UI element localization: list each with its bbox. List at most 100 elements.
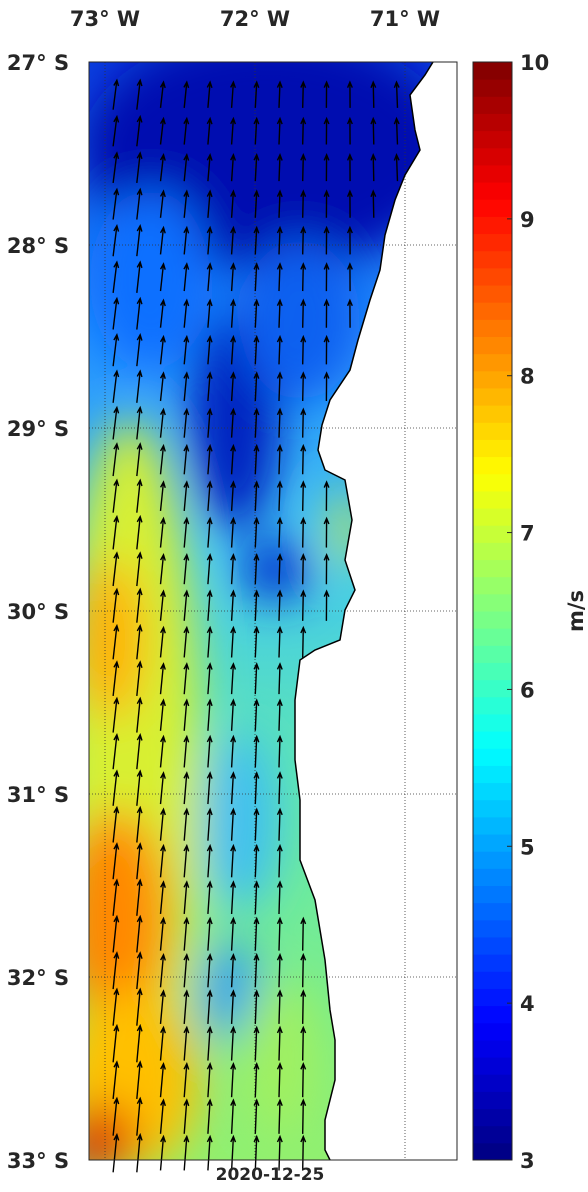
- wind-arrow: [183, 843, 190, 878]
- wind-arrow: [323, 262, 330, 292]
- wind-arrow: [183, 553, 190, 585]
- colorbar-step: [473, 1074, 512, 1092]
- wind-arrow: [276, 371, 283, 402]
- wind-arrow: [136, 805, 143, 843]
- wind-arrow: [136, 78, 143, 110]
- wind-arrow: [276, 116, 283, 145]
- wind-arrow: [159, 916, 166, 951]
- colorbar-step: [473, 439, 512, 458]
- wind-arrow: [136, 1023, 143, 1063]
- wind-arrow: [276, 1062, 283, 1098]
- wind-arrow: [276, 989, 283, 1024]
- wind-arrow: [393, 80, 400, 108]
- colorbar-step: [473, 851, 512, 869]
- wind-arrow: [323, 552, 330, 585]
- colorbar-step: [473, 696, 512, 715]
- wind-arrow: [253, 443, 260, 475]
- wind-arrow: [230, 516, 237, 548]
- lat-label: 31° S: [7, 783, 69, 807]
- colorbar-step: [473, 559, 512, 578]
- colorbar-step: [473, 336, 512, 355]
- wind-arrow: [276, 916, 283, 951]
- colorbar-tick-label: 3: [520, 1149, 535, 1173]
- wind-arrow: [183, 298, 190, 328]
- wind-arrow: [136, 842, 143, 880]
- wind-arrow: [159, 1062, 166, 1098]
- wind-arrow: [136, 1060, 143, 1100]
- colorbar-step: [473, 250, 512, 269]
- wind-arrow: [183, 262, 190, 292]
- wind-arrow: [276, 880, 283, 915]
- wind-arrow: [112, 769, 120, 806]
- wind-arrow: [112, 114, 120, 147]
- wind-arrow: [253, 189, 260, 218]
- wind-arrow: [159, 116, 166, 145]
- colorbar-step: [473, 508, 512, 526]
- wind-arrow: [136, 769, 143, 806]
- wind-arrow: [112, 660, 120, 697]
- colorbar-step: [473, 988, 512, 1007]
- wind-arrow: [112, 951, 120, 990]
- colorbar-step: [473, 782, 512, 801]
- colorbar-step: [473, 868, 512, 886]
- wind-arrow: [253, 480, 260, 511]
- colorbar-step: [473, 645, 512, 663]
- wind-arrow: [230, 698, 237, 731]
- wind-arrow: [159, 880, 166, 915]
- wind-arrow: [300, 153, 307, 182]
- wind-arrow: [230, 225, 237, 255]
- wind-arrow: [159, 334, 166, 365]
- wind-arrow: [206, 407, 213, 438]
- wind-arrow: [159, 589, 166, 621]
- wind-arrow: [136, 478, 143, 513]
- colorbar-step: [473, 182, 512, 200]
- wind-arrow: [230, 1062, 237, 1098]
- colorbar-label: m/s: [564, 590, 588, 632]
- colorbar-step: [473, 765, 512, 784]
- wind-arrow: [206, 225, 213, 255]
- wind-arrow: [183, 1025, 190, 1061]
- colorbar-step: [473, 954, 512, 972]
- wind-arrow: [323, 589, 330, 621]
- wind-arrow: [183, 916, 190, 951]
- wind-arrow: [276, 1025, 283, 1061]
- wind-speed-field: [89, 62, 433, 1160]
- wind-arrow: [159, 734, 166, 768]
- wind-arrow: [159, 225, 166, 255]
- wind-arrow: [183, 153, 190, 182]
- wind-arrow: [136, 732, 143, 770]
- wind-arrow: [230, 916, 237, 951]
- wind-arrow: [393, 116, 400, 145]
- wind-arrow: [159, 516, 166, 548]
- wind-arrow: [300, 952, 307, 988]
- wind-arrow: [253, 116, 260, 145]
- wind-arrow: [112, 1023, 120, 1063]
- wind-arrow: [112, 369, 120, 403]
- colorbar-step: [473, 490, 512, 509]
- wind-arrow: [300, 334, 307, 365]
- wind-arrow: [183, 407, 190, 438]
- wind-arrow: [136, 660, 143, 697]
- wind-arrow: [300, 989, 307, 1024]
- wind-arrow: [300, 1025, 307, 1061]
- wind-arrow: [253, 1098, 260, 1134]
- wind-arrow: [183, 625, 190, 658]
- wind-arrow: [300, 407, 307, 438]
- wind-arrow: [253, 1134, 260, 1171]
- wind-arrow: [230, 298, 237, 328]
- wind-arrow: [112, 1132, 120, 1173]
- wind-arrow: [183, 698, 190, 731]
- wind-arrow: [206, 843, 213, 878]
- colorbar-step: [473, 1125, 512, 1144]
- wind-arrow: [346, 80, 353, 108]
- wind-arrow: [112, 987, 120, 1026]
- wind-arrow: [276, 407, 283, 438]
- wind-arrow: [253, 734, 260, 768]
- colorbar-step: [473, 919, 512, 938]
- lon-label: 72° W: [220, 7, 290, 31]
- wind-arrow: [136, 333, 143, 367]
- wind-arrow: [276, 589, 283, 621]
- wind-arrow: [112, 405, 120, 440]
- colorbar-step: [473, 1091, 512, 1110]
- wind-arrow: [276, 734, 283, 768]
